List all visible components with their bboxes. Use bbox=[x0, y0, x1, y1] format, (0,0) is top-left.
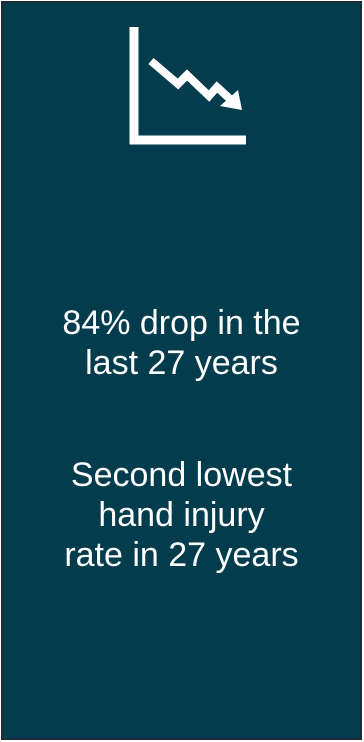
drop-stat-text: 84% drop in the last 27 years bbox=[62, 304, 301, 382]
rank-stat-text: Second lowest hand injury rate in 27 yea… bbox=[64, 456, 299, 574]
trend-down-chart-icon bbox=[129, 27, 246, 145]
